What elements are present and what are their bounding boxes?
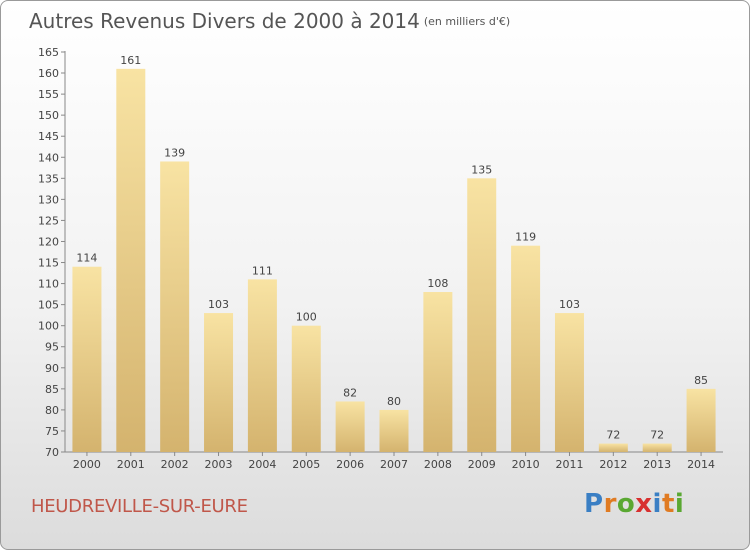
y-tick-label: 105	[38, 299, 59, 312]
y-tick-label: 125	[38, 214, 59, 227]
y-tick-label: 165	[38, 46, 59, 59]
x-tick-label: 2009	[468, 458, 496, 471]
x-tick-label: 2004	[248, 458, 276, 471]
y-tick-label: 140	[38, 151, 59, 164]
y-tick-label: 145	[38, 130, 59, 143]
x-tick-label: 2006	[336, 458, 364, 471]
bar-value-label: 103	[208, 298, 229, 311]
bar	[247, 279, 277, 452]
x-tick-label: 2003	[205, 458, 233, 471]
x-tick-label: 2008	[424, 458, 452, 471]
bar	[291, 325, 321, 452]
bar	[598, 443, 628, 452]
title-text: Autres Revenus Divers de 2000 à 2014	[29, 9, 420, 33]
x-tick-label: 2005	[292, 458, 320, 471]
bar-value-label: 108	[427, 277, 448, 290]
x-tick-label: 2010	[512, 458, 540, 471]
y-tick-label: 115	[38, 257, 59, 270]
bar	[554, 313, 584, 452]
logo-letter: o	[616, 489, 636, 519]
bar-value-label: 85	[694, 374, 708, 387]
logo-letter: x	[635, 489, 653, 519]
x-tick-label: 2013	[643, 458, 671, 471]
bar-value-label: 72	[650, 429, 664, 442]
bar	[204, 313, 234, 452]
y-tick-label: 110	[38, 278, 59, 291]
x-tick-label: 2011	[555, 458, 583, 471]
bar-value-label: 139	[164, 146, 185, 159]
logo-letter: i	[652, 489, 662, 519]
place-name: HEUDREVILLE-SUR-EURE	[31, 496, 248, 517]
y-tick-label: 80	[45, 404, 59, 417]
logo-letter: i	[674, 489, 685, 519]
x-tick-label: 2012	[599, 458, 627, 471]
bar	[642, 443, 672, 452]
y-tick-label: 130	[38, 193, 59, 206]
logo-letter: t	[661, 489, 675, 519]
bar	[467, 178, 497, 452]
bar-value-label: 135	[471, 163, 492, 176]
bar	[335, 401, 365, 452]
bar	[116, 68, 146, 452]
y-tick-label: 150	[38, 109, 59, 122]
bar	[423, 292, 453, 452]
y-tick-label: 160	[38, 67, 59, 80]
y-tick-label: 135	[38, 172, 59, 185]
y-tick-label: 100	[38, 320, 59, 333]
y-tick-label: 85	[45, 383, 59, 396]
bar-value-label: 111	[252, 264, 273, 277]
proxiti-logo: Proxiti	[584, 489, 684, 519]
bar-value-label: 103	[559, 298, 580, 311]
x-tick-label: 2002	[161, 458, 189, 471]
bar	[511, 245, 541, 452]
bar	[379, 409, 409, 452]
bar	[160, 161, 190, 452]
bar	[72, 266, 102, 452]
y-tick-label: 70	[45, 446, 59, 459]
y-tick-label: 155	[38, 88, 59, 101]
y-tick-label: 120	[38, 235, 59, 248]
bar-value-label: 119	[515, 231, 536, 244]
bar	[686, 388, 716, 452]
chart-subtitle: (en milliers d'€)	[423, 15, 511, 28]
y-tick-label: 90	[45, 362, 59, 375]
y-tick-label: 75	[45, 425, 59, 438]
logo-letter: r	[603, 489, 617, 519]
bar-value-label: 161	[120, 54, 141, 67]
x-tick-label: 2000	[73, 458, 101, 471]
bar-value-label: 72	[606, 429, 620, 442]
x-tick-label: 2014	[687, 458, 715, 471]
x-tick-label: 2001	[117, 458, 145, 471]
chart-title: Autres Revenus Divers de 2000 à 2014 (en …	[29, 9, 510, 33]
bar-value-label: 114	[76, 252, 97, 265]
bar-value-label: 82	[343, 386, 357, 399]
bar-value-label: 100	[296, 311, 317, 324]
x-tick-label: 2007	[380, 458, 408, 471]
logo-letter: P	[584, 489, 604, 519]
y-tick-label: 95	[45, 341, 59, 354]
bar-value-label: 80	[387, 395, 401, 408]
